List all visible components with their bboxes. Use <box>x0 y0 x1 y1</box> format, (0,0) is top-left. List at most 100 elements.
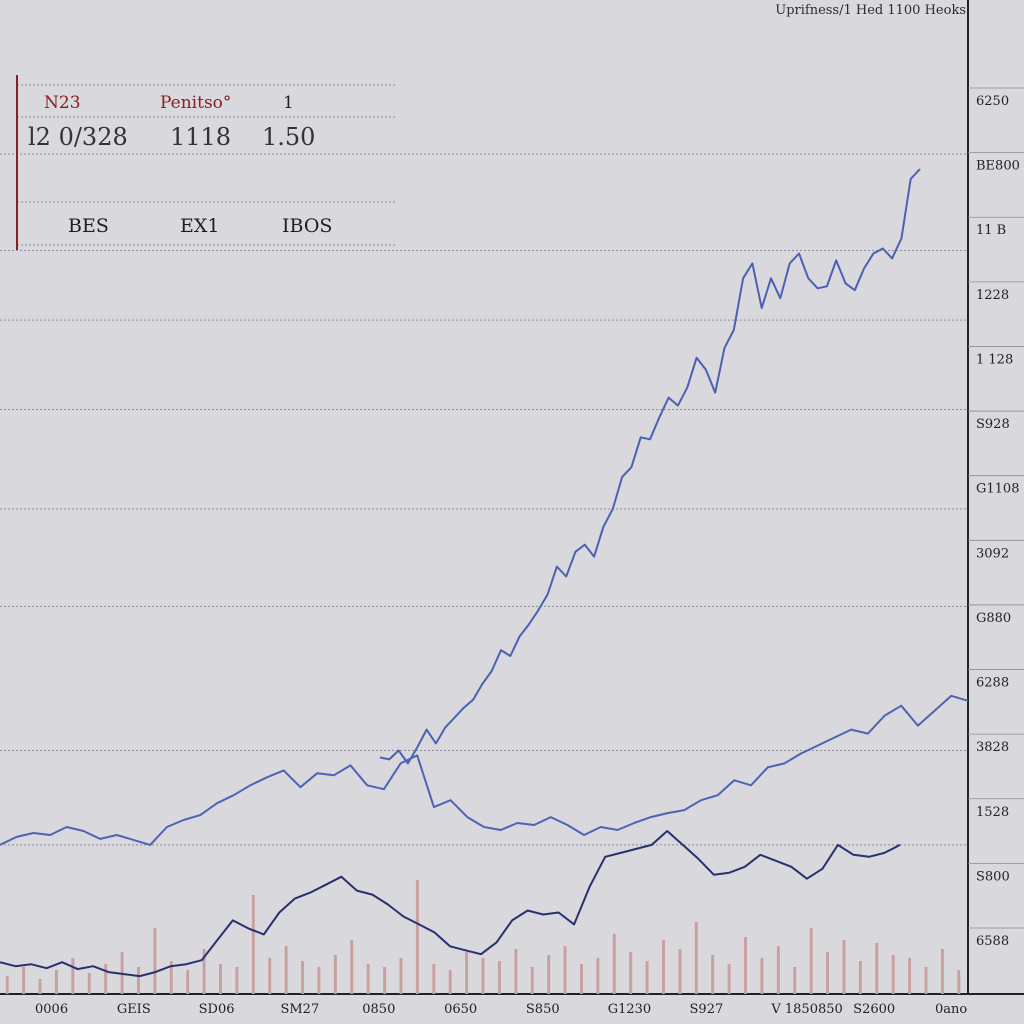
volume-bar <box>612 934 616 994</box>
volume-bar <box>186 970 190 994</box>
info-r1-c3: 1 <box>283 93 294 113</box>
volume-bar <box>924 967 928 994</box>
info-r1-c1: N23 <box>44 93 81 113</box>
x-tick-label: S927 <box>690 1002 724 1017</box>
volume-bar <box>547 955 551 994</box>
x-tick-label: 0ano <box>935 1002 967 1017</box>
volume-bar <box>530 967 534 994</box>
volume-bar <box>317 967 321 994</box>
volume-bar <box>104 964 108 994</box>
info-r3-c2: EX1 <box>180 215 219 237</box>
volume-bar <box>662 940 665 994</box>
chart-title: Uprifness/1 Hed 1100 Heoks <box>775 3 966 18</box>
volume-bar <box>809 928 813 994</box>
volume-bar <box>169 961 173 994</box>
volume-bar <box>875 943 879 994</box>
volume-bar <box>333 955 337 994</box>
volume-bar <box>940 949 944 994</box>
volume-bar <box>136 967 140 994</box>
x-tick-label: SM27 <box>280 1002 319 1017</box>
y-tick-label: 6288 <box>976 676 1009 691</box>
info-r2-c1: l2 0/328 <box>28 123 128 151</box>
volume-bar <box>793 967 797 994</box>
volume-bar <box>71 958 75 994</box>
y-tick-label: G880 <box>976 611 1011 626</box>
volume-bar <box>202 949 206 994</box>
y-axis-ticks: 6250 BE800 11 B 1228 1 128 S928 G1108 3092 G880 6… <box>968 87 1024 949</box>
volume-bar <box>448 970 452 994</box>
volume-bars <box>5 880 961 994</box>
x-tick-label: 0650 <box>444 1002 477 1017</box>
volume-bar <box>711 955 715 994</box>
volume-bar <box>268 958 272 994</box>
x-tick-label: 0006 <box>35 1002 68 1017</box>
x-tick-label: S850 <box>526 1002 560 1017</box>
volume-bar <box>514 949 518 994</box>
volume-bar <box>54 970 58 994</box>
volume-bar <box>366 964 370 994</box>
y-tick-label: S800 <box>976 869 1010 884</box>
x-tick-label: GEIS <box>117 1002 151 1017</box>
volume-bar <box>153 928 157 994</box>
volume-bar <box>219 964 222 994</box>
volume-bar <box>235 967 239 994</box>
y-tick-label: 3828 <box>976 740 1009 755</box>
volume-bar <box>908 958 912 994</box>
y-tick-label: 6588 <box>976 934 1009 949</box>
series-lines <box>0 168 969 978</box>
volume-bar <box>415 880 419 994</box>
volume-bar <box>678 949 682 994</box>
volume-bar <box>727 964 731 994</box>
volume-bar <box>399 958 403 994</box>
info-r2-c2: 1118 <box>170 123 231 151</box>
y-tick-label: 11 B <box>976 223 1006 238</box>
y-tick-label: BE800 <box>976 159 1020 174</box>
volume-bar <box>645 961 649 994</box>
volume-bar <box>776 946 780 994</box>
volume-bar <box>22 967 26 994</box>
volume-bar <box>629 952 633 994</box>
x-tick-label: SD06 <box>199 1002 235 1017</box>
y-tick-label: S928 <box>976 417 1010 432</box>
info-panel: N23 Penitso° 1 l2 0/328 1118 1.50 BES EX… <box>16 75 395 250</box>
x-axis-ticks: 0006 GEIS SD06 SM27 0850 0650 S850 G1230 S927 V 1… <box>35 1002 967 1017</box>
volume-bar <box>596 958 600 994</box>
series-line-1 <box>379 168 921 765</box>
series-line-3 <box>0 830 901 978</box>
volume-bar <box>481 958 485 994</box>
x-tick-label: G1230 <box>608 1002 651 1017</box>
x-tick-label: 0850 <box>362 1002 395 1017</box>
volume-bar <box>251 895 255 994</box>
info-r3-c3: IBOS <box>282 215 332 237</box>
y-tick-label: 1228 <box>976 288 1009 303</box>
volume-bar <box>432 964 436 994</box>
volume-bar <box>497 961 501 994</box>
y-tick-label: G1108 <box>976 482 1019 497</box>
volume-bar <box>383 967 387 994</box>
x-tick-label: S2600 <box>853 1002 895 1017</box>
volume-bar <box>579 964 583 994</box>
volume-bar <box>5 976 9 994</box>
volume-bar <box>465 952 469 994</box>
volume-bar <box>350 940 354 994</box>
volume-bar <box>891 955 895 994</box>
y-tick-label: 6250 <box>976 94 1009 109</box>
volume-bar <box>694 922 698 994</box>
info-r2-c3: 1.50 <box>262 123 315 151</box>
volume-bar <box>826 952 830 994</box>
info-r3-c1: BES <box>68 215 109 237</box>
info-r1-c2: Penitso° <box>160 93 231 113</box>
volume-bar <box>957 970 961 994</box>
volume-bar <box>760 958 764 994</box>
volume-bar <box>563 946 567 994</box>
volume-bar <box>301 961 305 994</box>
volume-bar <box>38 979 42 994</box>
volume-bar <box>284 946 288 994</box>
volume-bar <box>858 961 862 994</box>
series-line-2 <box>0 694 969 846</box>
x-tick-label: V 1850850 <box>770 1002 842 1017</box>
volume-bar <box>842 940 846 994</box>
y-tick-label: 1 128 <box>976 352 1013 367</box>
volume-bar <box>744 937 748 994</box>
